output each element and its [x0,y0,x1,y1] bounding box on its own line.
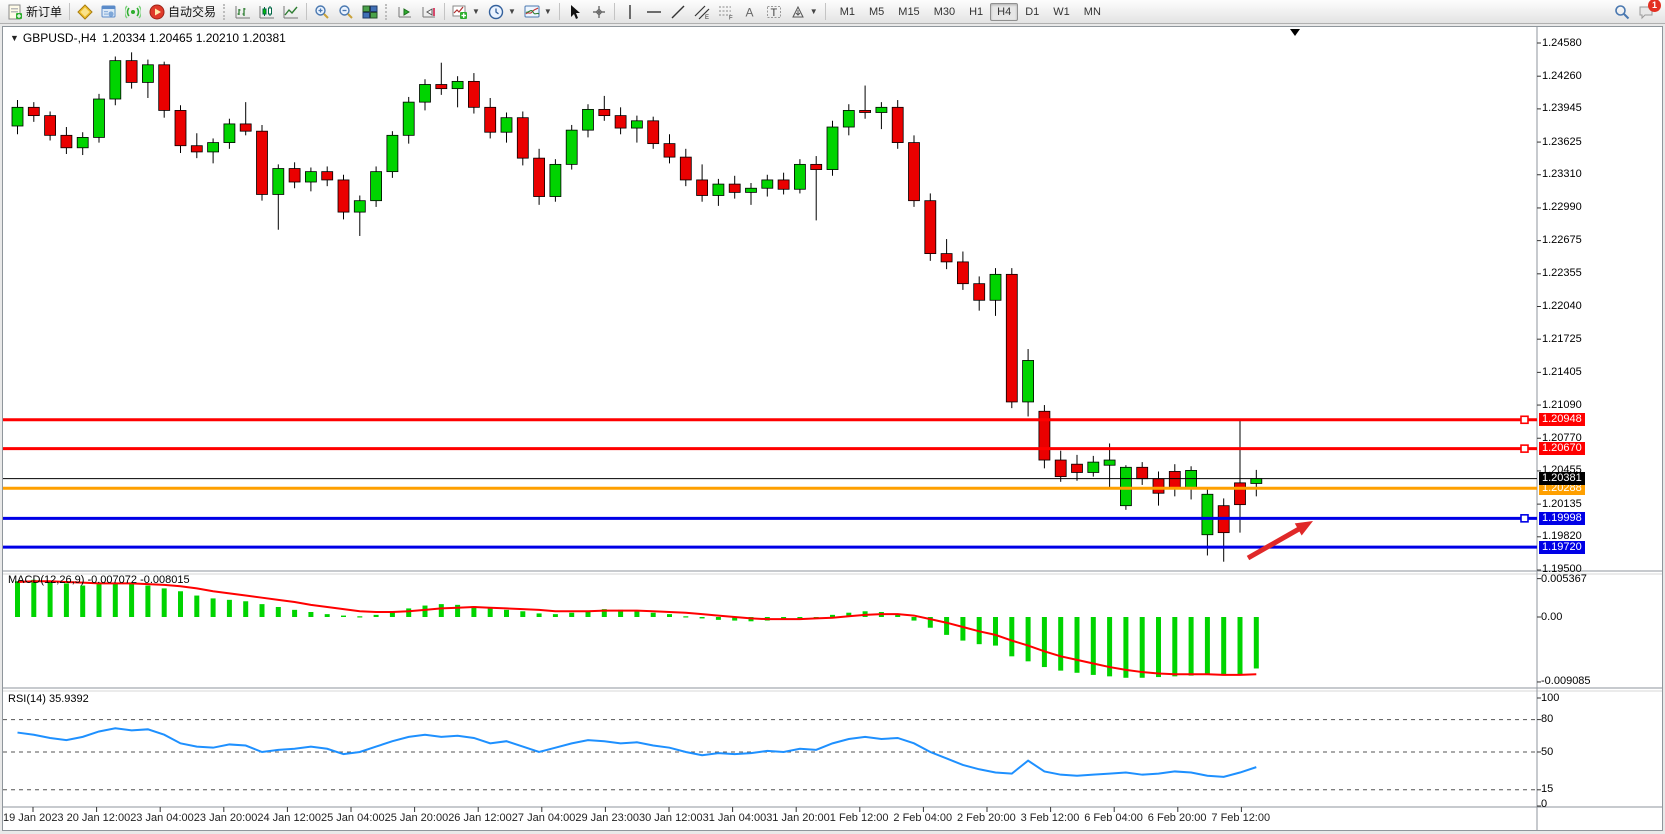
autotrading-button[interactable]: 自动交易 [145,1,220,23]
chart-shift-button[interactable] [417,1,441,23]
fibonacci-button[interactable]: F [714,1,738,23]
bar-chart-button[interactable] [231,1,255,23]
auto-scroll-icon [398,6,412,17]
toolbar-separator [306,3,308,20]
arrows-shapes-icon [791,5,804,17]
toolbar-drag-handle [223,3,228,20]
toolbar-separator [613,3,615,20]
text-label-button[interactable]: T [762,1,786,23]
toolbar-right-group: 1 [1614,0,1662,20]
notification-badge: 1 [1648,0,1661,12]
crosshair-icon [592,5,605,18]
equidistant-channel-button[interactable]: E [690,1,714,23]
autotrading-label: 自动交易 [168,5,217,19]
bar-chart-icon [235,5,251,18]
macd-indicator-label: MACD(12,26,9) -0.007072 -0.008015 [8,574,190,586]
new-order-icon [8,4,22,19]
crosshair-button[interactable] [587,1,611,23]
account-window-icon [101,5,116,17]
clock-icon [488,4,504,19]
vertical-line-icon [629,4,631,19]
timeframe-toolbar: M1 M5 M15 M30 H1 H4 D1 W1 MN [833,2,1108,21]
dropdown-arrow-icon: ▼ [809,7,818,16]
accounts-button[interactable] [97,1,121,23]
toolbar-separator [824,3,826,20]
new-order-button[interactable]: 新订单 [3,1,66,23]
signals-button[interactable] [121,1,145,23]
zoom-out-button[interactable] [334,1,358,23]
search-icon[interactable] [1614,4,1630,20]
signal-icon [125,5,142,18]
dropdown-arrow-icon: ▼ [543,7,552,16]
timeframe-M5[interactable]: M5 [869,5,885,18]
toolbar-drag-handle [385,3,390,20]
text-icon: A [745,5,753,19]
svg-text:A: A [745,5,753,19]
indicators-button[interactable]: ▼ [448,1,484,23]
timeframe-MN[interactable]: MN [1083,5,1101,18]
notifications-button[interactable]: 1 [1638,0,1661,20]
candle-chart-icon [259,5,275,18]
horizontal-line-icon [646,10,661,13]
cursor-icon [570,4,580,19]
tile-windows-icon [362,5,378,18]
horizontal-line-button[interactable] [642,1,666,23]
timeframe-D1[interactable]: D1 [1025,5,1040,18]
timeframe-M15[interactable]: M15 [898,5,920,18]
trendline-button[interactable] [666,1,690,23]
auto-scroll-button[interactable] [393,1,417,23]
toolbar-separator [444,3,446,20]
equidistant-channel-icon: E [694,5,710,20]
timeframe-M1[interactable]: M1 [839,5,855,18]
tile-windows-button[interactable] [358,1,382,23]
zoom-in-button[interactable] [310,1,334,23]
templates-button[interactable]: ▼ [520,1,556,23]
svg-text:T: T [770,7,777,19]
toolbar-separator [69,3,71,20]
chart-shift-icon [422,6,436,17]
indicators-icon [452,5,468,19]
dropdown-arrow-icon: ▼ [472,7,480,16]
timeframe-H1[interactable]: H1 [969,5,984,18]
text-label-icon: T [766,5,781,19]
template-icon [524,5,540,17]
line-chart-button[interactable] [279,1,303,23]
timeframe-M30[interactable]: M30 [933,5,956,18]
ohlc-values: 1.20334 1.20465 1.20210 1.20381 [102,31,286,45]
deposit-button[interactable] [73,1,97,23]
dropdown-arrow-icon: ▼ [507,7,516,16]
candle-chart-button[interactable] [255,1,279,23]
trendline-icon [671,5,685,18]
svg-text:F: F [729,15,733,20]
rsi-indicator-label: RSI(14) 35.9392 [8,693,89,705]
cursor-button[interactable] [563,1,587,23]
gold-diamond-icon [77,3,93,20]
toolbar-separator [558,3,560,20]
text-button[interactable]: A [738,1,762,23]
fibonacci-icon: F [718,6,733,20]
status-strip [0,831,1665,834]
autotrading-icon [149,4,165,19]
symbol-period-label: GBPUSD-,H4 [22,31,97,45]
chart-header: ▼ GBPUSD-,H4 1.20334 1.20465 1.20210 1.2… [10,31,286,45]
chart-menu-icon[interactable]: ▼ [10,33,19,43]
timeframe-W1[interactable]: W1 [1053,5,1070,18]
periods-button[interactable]: ▼ [484,1,520,23]
line-chart-icon [283,5,299,18]
arrows-button[interactable]: ▼ [786,1,822,23]
vertical-line-button[interactable] [618,1,642,23]
zoom-out-icon [339,4,353,19]
zoom-in-icon [315,4,329,19]
main-toolbar: 新订单 自动交易 ▼ ▼ [0,0,1665,24]
new-order-label: 新订单 [26,5,63,19]
timeframe-H4[interactable]: H4 [990,2,1019,21]
svg-text:E: E [705,15,709,20]
